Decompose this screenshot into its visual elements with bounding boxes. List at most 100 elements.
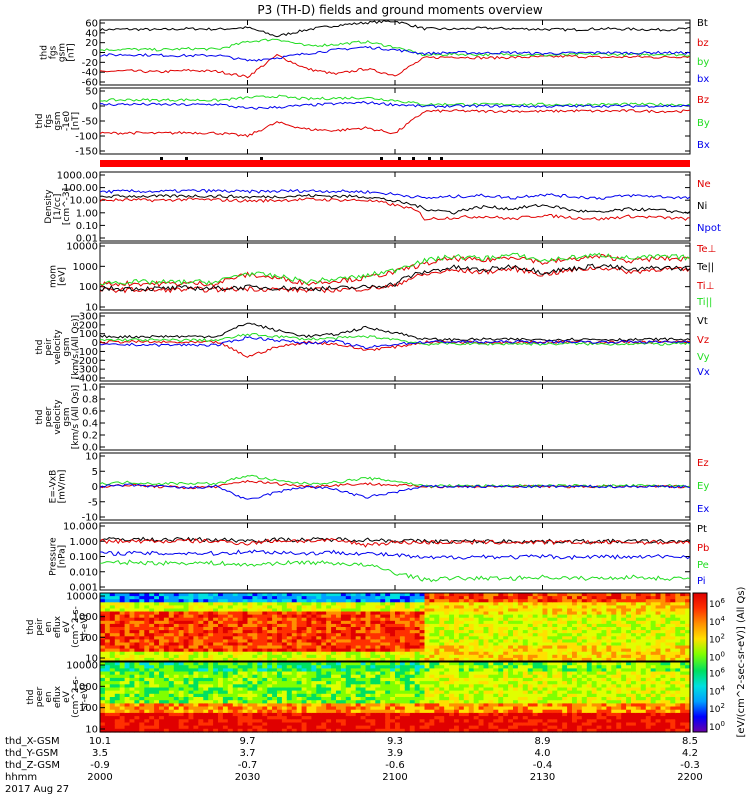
y-tick-label: 0.8 xyxy=(82,395,98,406)
y-tick-label: 10000 xyxy=(66,592,98,603)
series-line-Ni xyxy=(100,194,690,214)
legend-Ti||: Ti|| xyxy=(696,297,712,308)
legend-Bz: Bz xyxy=(697,95,709,106)
panel-density: Density[1/cc][cm^-3]1000.00100.0010.001.… xyxy=(44,171,721,245)
legend-Ez: Ez xyxy=(697,458,709,469)
panel-frame xyxy=(100,172,690,241)
flag-marker xyxy=(185,157,188,160)
y-axis-label: [nPa] xyxy=(58,545,68,568)
legend-Ey: Ey xyxy=(697,481,709,492)
y-tick-label: 100 xyxy=(79,282,98,293)
y-tick-label: 100 xyxy=(79,633,98,644)
legend-Pt: Pt xyxy=(697,524,707,535)
flag-marker xyxy=(412,157,415,160)
legend-Ne: Ne xyxy=(697,179,711,190)
flag-marker xyxy=(398,157,401,160)
legend-Npot: Npot xyxy=(697,223,721,234)
legend-Vx: Vx xyxy=(697,367,710,378)
series-line-Ti⊥ xyxy=(100,254,690,286)
panel-frame xyxy=(100,243,690,310)
y-tick-label: 1000 xyxy=(73,612,98,623)
panel-pressure: Pressure[nPa]10.0001.0000.1000.0100.001P… xyxy=(49,522,710,594)
y-tick-label: 10000 xyxy=(66,661,98,672)
y-tick-label: -50 xyxy=(82,117,98,128)
y-axis-label: [nT] xyxy=(67,43,77,61)
legend-Pe: Pe xyxy=(697,560,709,571)
y-tick-label: 1000 xyxy=(73,682,98,693)
legend-Ti⊥: Ti⊥ xyxy=(696,281,714,292)
y-axis-label: [mV/m] xyxy=(58,470,68,504)
y-tick-label: 10 xyxy=(85,725,98,736)
series-line-Pb xyxy=(100,539,690,547)
y-tick-label: -100 xyxy=(75,132,98,143)
y-tick-label: 0.4 xyxy=(82,419,98,430)
panel-frame xyxy=(100,88,690,154)
y-tick-label: 100 xyxy=(79,703,98,714)
series-line-Vt xyxy=(100,323,690,341)
panel-frame xyxy=(100,384,690,450)
legend-Vy: Vy xyxy=(697,352,710,363)
series-line-Pe xyxy=(100,560,690,581)
legend-bx: bx xyxy=(697,74,709,85)
y-tick-label: 50 xyxy=(85,87,98,98)
y-tick-label: 10 xyxy=(85,452,98,463)
y-tick-label: 5 xyxy=(92,467,98,478)
y-axis-label: [nT] xyxy=(71,112,81,130)
legend-Pi: Pi xyxy=(697,576,706,587)
y-axis-label: [km/s (All Qs)] xyxy=(71,385,81,449)
panel-frame xyxy=(100,20,690,85)
panel-frame xyxy=(100,523,690,590)
y-tick-label: 100.00 xyxy=(63,183,98,194)
y-axis-label: [eV] xyxy=(58,267,68,286)
legend-by: by xyxy=(697,57,709,68)
legend-By: By xyxy=(697,118,710,129)
y-tick-label: 0.010 xyxy=(69,567,98,578)
y-tick-label: 1.00 xyxy=(76,208,98,219)
y-tick-label: 0 xyxy=(92,482,98,493)
legend-Vz: Vz xyxy=(697,335,709,346)
quality-flag-bar xyxy=(100,160,690,167)
flag-marker xyxy=(160,157,163,160)
legend-Te⊥: Te⊥ xyxy=(696,244,716,255)
series-line-Pi xyxy=(100,550,690,559)
y-tick-label: 1.0 xyxy=(82,383,98,394)
y-tick-label: 0 xyxy=(92,102,98,113)
flag-marker xyxy=(380,157,383,160)
y-tick-label: -5 xyxy=(88,497,98,508)
series-line-Bx xyxy=(100,102,690,110)
y-tick-label: 1000 xyxy=(73,262,98,273)
y-tick-label: -150 xyxy=(75,147,98,158)
legend-Vt: Vt xyxy=(697,316,708,327)
y-tick-label: 10000 xyxy=(66,242,98,253)
y-tick-label: 0.100 xyxy=(69,552,98,563)
y-tick-label: 1000.00 xyxy=(57,171,98,182)
flag-marker xyxy=(260,157,263,160)
legend-Te||: Te|| xyxy=(696,262,714,273)
y-tick-label: 1.000 xyxy=(69,537,98,548)
y-tick-label: 0.10 xyxy=(76,221,98,232)
legend-Pb: Pb xyxy=(697,543,709,554)
flag-marker xyxy=(428,157,431,160)
legend-Bt: Bt xyxy=(697,18,708,29)
y-tick-label: 0.2 xyxy=(82,431,98,442)
series-line-Bz xyxy=(100,110,690,137)
y-tick-label: 10.000 xyxy=(63,522,98,533)
flag-marker xyxy=(440,157,443,160)
legend-Ex: Ex xyxy=(697,504,709,515)
plot-title: P3 (TH-D) fields and ground moments over… xyxy=(257,3,542,17)
panel-frame xyxy=(100,313,690,381)
series-line-bz xyxy=(100,55,690,78)
y-tick-label: 10.00 xyxy=(69,196,98,207)
legend-Bx: Bx xyxy=(697,140,710,151)
